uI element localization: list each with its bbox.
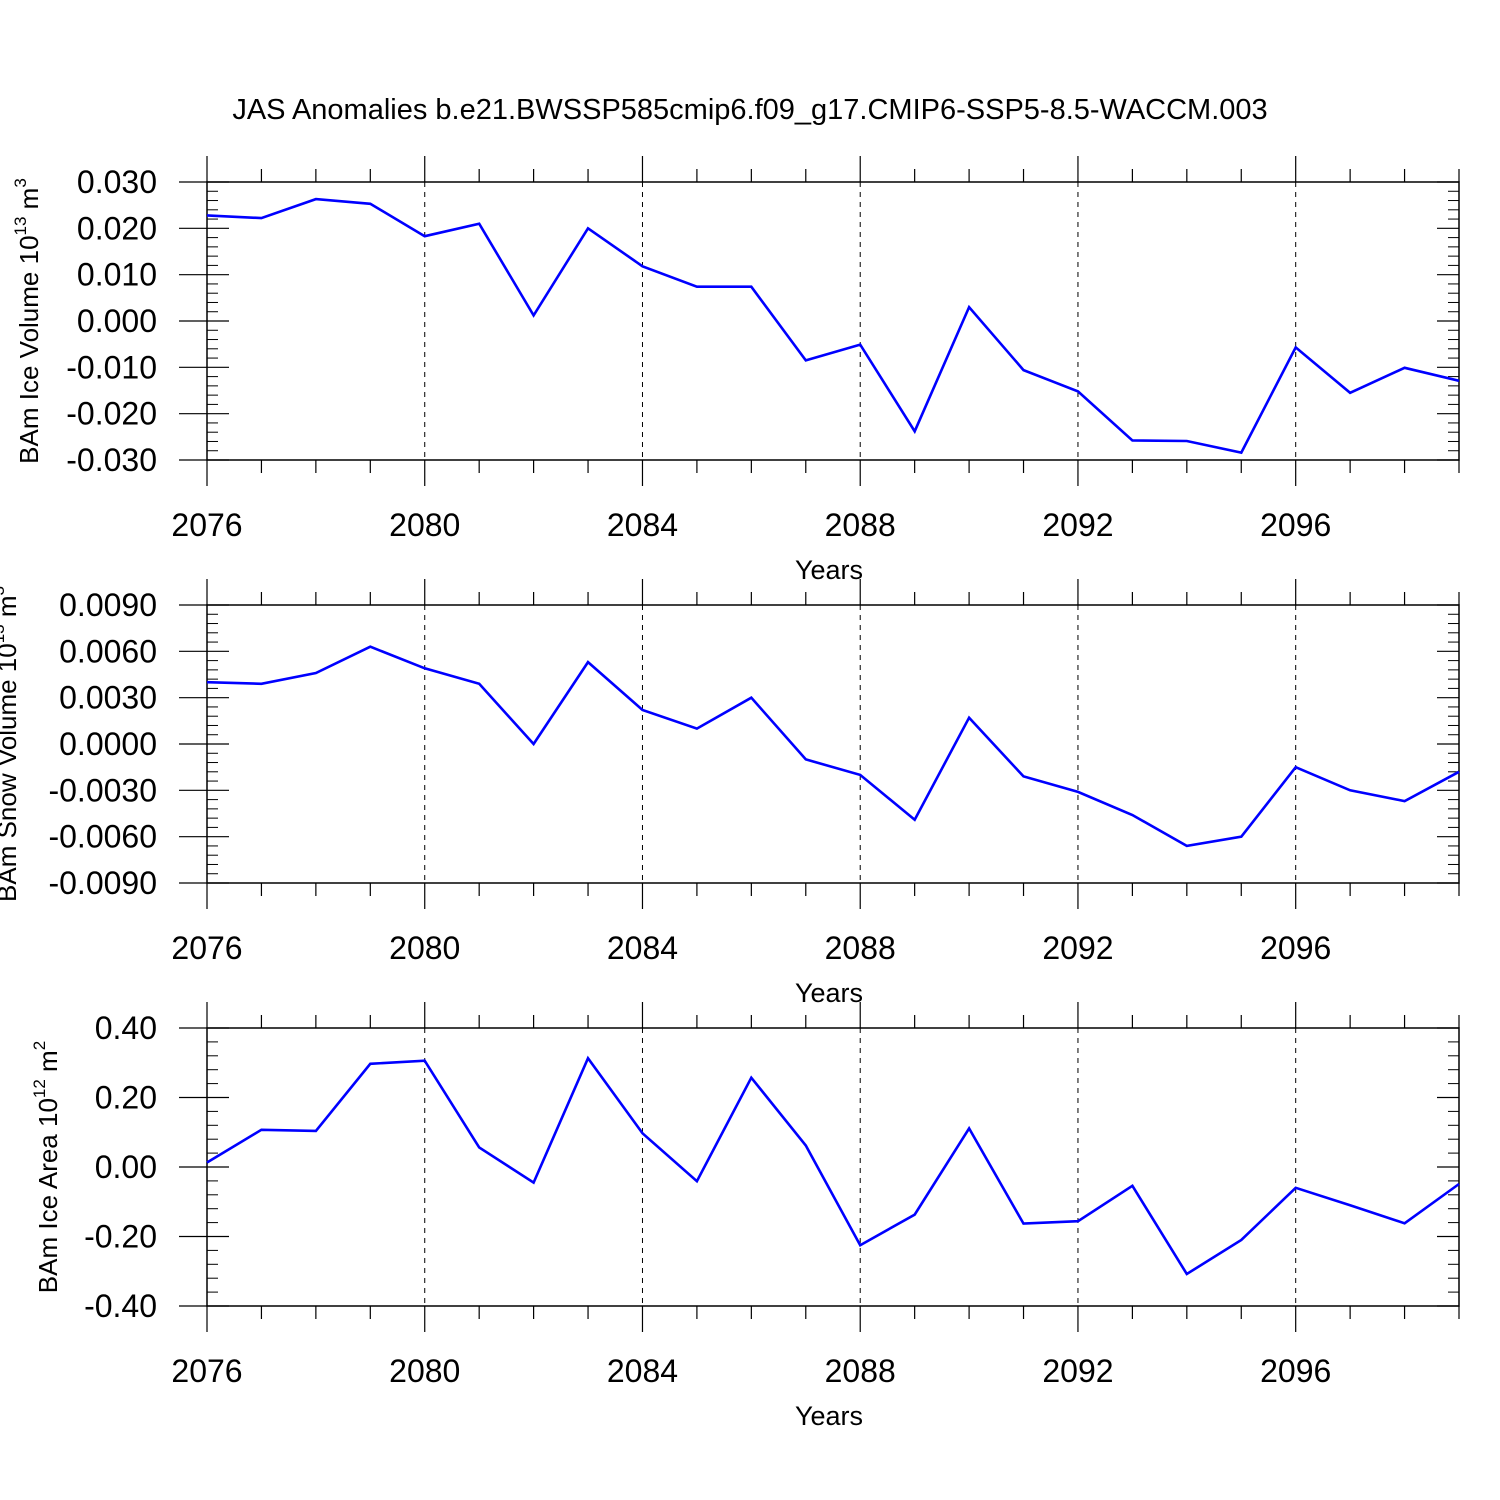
- x-tick-label: 2092: [1042, 1353, 1113, 1389]
- y-tick-label: -0.20: [84, 1219, 157, 1255]
- panels: 2076 2080 2084 2088 2092 2096 Years -0.030 -0.02…: [0, 156, 1460, 1431]
- panel-3: 2076 2080 2084 2088 2092 2096 Years -0.40 -0.20 0…: [30, 1002, 1460, 1431]
- x-tick-label: 2088: [825, 507, 896, 543]
- y-tick-label: 0.0090: [59, 587, 157, 623]
- panel-2: 2076 2080 2084 2088 2092 2096 Years -0.0090 -0.0…: [0, 579, 1460, 1008]
- series-line: [206, 645, 1460, 848]
- x-axis-label: Years: [795, 978, 863, 1008]
- y-tick-label: -0.0030: [48, 772, 157, 808]
- x-tick-label: 2084: [607, 930, 678, 966]
- y-tick-label: 0.020: [77, 210, 157, 246]
- y-axis-label-unit: m: [33, 1050, 63, 1079]
- y-axis-label-unit: m: [14, 188, 44, 217]
- y-tick-label: 0.0000: [59, 726, 157, 762]
- y-tick-label: 0.20: [95, 1080, 157, 1116]
- x-tick-label: 2080: [389, 507, 460, 543]
- y-tick-label: -0.0060: [48, 819, 157, 855]
- x-tick-label: 2088: [825, 930, 896, 966]
- y-tick-label: 0.0030: [59, 680, 157, 716]
- x-axis-label: Years: [795, 1401, 863, 1431]
- y-tick-label: -0.030: [66, 442, 157, 478]
- y-tick-label: -0.0090: [48, 865, 157, 901]
- y-axis-label-unit-exponent: 3: [0, 586, 8, 595]
- series-line: [206, 197, 1460, 455]
- plot-frame: [206, 181, 1460, 461]
- y-tick-label: -0.010: [66, 349, 157, 385]
- y-axis-label-unit-exponent: 2: [30, 1041, 49, 1050]
- x-tick-label: 2080: [389, 930, 460, 966]
- x-tick-label: 2092: [1042, 507, 1113, 543]
- series-line: [206, 1055, 1460, 1276]
- panel-1: 2076 2080 2084 2088 2092 2096 Years -0.030 -0.02…: [11, 156, 1460, 585]
- x-tick-label: 2084: [607, 507, 678, 543]
- x-tick-label: 2096: [1260, 1353, 1331, 1389]
- x-tick-label: 2080: [389, 1353, 460, 1389]
- x-axis-label: Years: [795, 555, 863, 585]
- x-tick-label: 2084: [607, 1353, 678, 1389]
- y-tick-label: -0.020: [66, 396, 157, 432]
- y-tick-label: 0.010: [77, 257, 157, 293]
- y-axis-label-text: BAm Snow Volume 10: [0, 643, 22, 902]
- x-tick-label: 2092: [1042, 930, 1113, 966]
- x-tick-label: 2076: [171, 930, 242, 966]
- plot-frame: [206, 1027, 1460, 1307]
- y-axis-label-unit: m: [0, 595, 22, 624]
- y-axis-label-text: BAm Ice Area 10: [33, 1098, 63, 1293]
- y-axis-label: BAm Ice Volume 1013 m3: [11, 178, 44, 464]
- y-axis-label-exponent: 13: [11, 217, 30, 236]
- y-axis-label-exponent: 12: [30, 1079, 49, 1098]
- figure-title: JAS Anomalies b.e21.BWSSP585cmip6.f09_g1…: [232, 94, 1267, 126]
- y-tick-label: 0.40: [95, 1010, 157, 1046]
- y-tick-label: 0.000: [77, 303, 157, 339]
- y-axis-label-exponent: 13: [0, 624, 8, 643]
- x-tick-label: 2096: [1260, 507, 1331, 543]
- y-axis-label-text: BAm Ice Volume 10: [14, 235, 44, 463]
- x-tick-label: 2088: [825, 1353, 896, 1389]
- x-tick-label: 2076: [171, 507, 242, 543]
- y-tick-label: -0.40: [84, 1288, 157, 1324]
- y-axis-label: BAm Ice Area 1012 m2: [30, 1041, 63, 1293]
- x-tick-label: 2076: [171, 1353, 242, 1389]
- y-tick-label: 0.030: [77, 164, 157, 200]
- y-axis-label-unit-exponent: 3: [11, 178, 30, 187]
- y-tick-label: 0.00: [95, 1149, 157, 1185]
- y-axis-label: BAm Snow Volume 1013 m3: [0, 586, 22, 902]
- plot-frame: [206, 604, 1460, 884]
- x-tick-label: 2096: [1260, 930, 1331, 966]
- y-tick-label: 0.0060: [59, 633, 157, 669]
